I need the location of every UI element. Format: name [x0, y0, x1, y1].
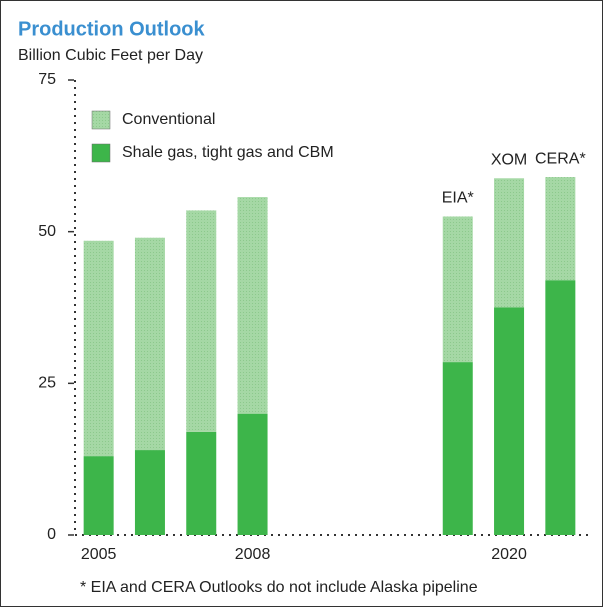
footnote: * EIA and CERA Outlooks do not include A… — [80, 579, 478, 596]
bar-segment — [237, 413, 268, 535]
subtitle: Billion Cubic Feet per Day — [18, 47, 203, 64]
x-tick-label: 2020 — [491, 546, 527, 563]
bar-label: XOM — [491, 151, 527, 168]
x-tick-label: 2005 — [81, 546, 117, 563]
bar-segment — [237, 197, 268, 414]
bar-segment — [442, 362, 473, 535]
bar-segment — [134, 450, 165, 535]
bar-segment — [494, 307, 525, 535]
y-tick-label: 25 — [38, 375, 56, 392]
legend-label: Shale gas, tight gas and CBM — [122, 144, 334, 161]
bar-segment — [186, 431, 217, 535]
bar-segment — [442, 216, 473, 363]
chart-title: Production Outlook — [18, 18, 206, 40]
y-tick-label: 75 — [38, 71, 56, 88]
bar-segment — [186, 210, 217, 432]
bar-segment — [545, 280, 576, 535]
legend-label: Conventional — [122, 111, 215, 128]
bar-segment — [134, 237, 165, 451]
y-tick-label: 50 — [38, 223, 56, 240]
y-tick-label: 0 — [47, 526, 56, 543]
legend-swatch — [91, 143, 111, 163]
x-tick-label: 2008 — [235, 546, 271, 563]
legend-swatch — [91, 110, 111, 130]
bar-segment — [494, 178, 525, 308]
bar-label: CERA* — [535, 150, 586, 167]
bar-segment — [83, 240, 114, 457]
bar-label: EIA* — [442, 190, 474, 207]
bar-segment — [83, 456, 114, 535]
bar-segment — [545, 177, 576, 281]
